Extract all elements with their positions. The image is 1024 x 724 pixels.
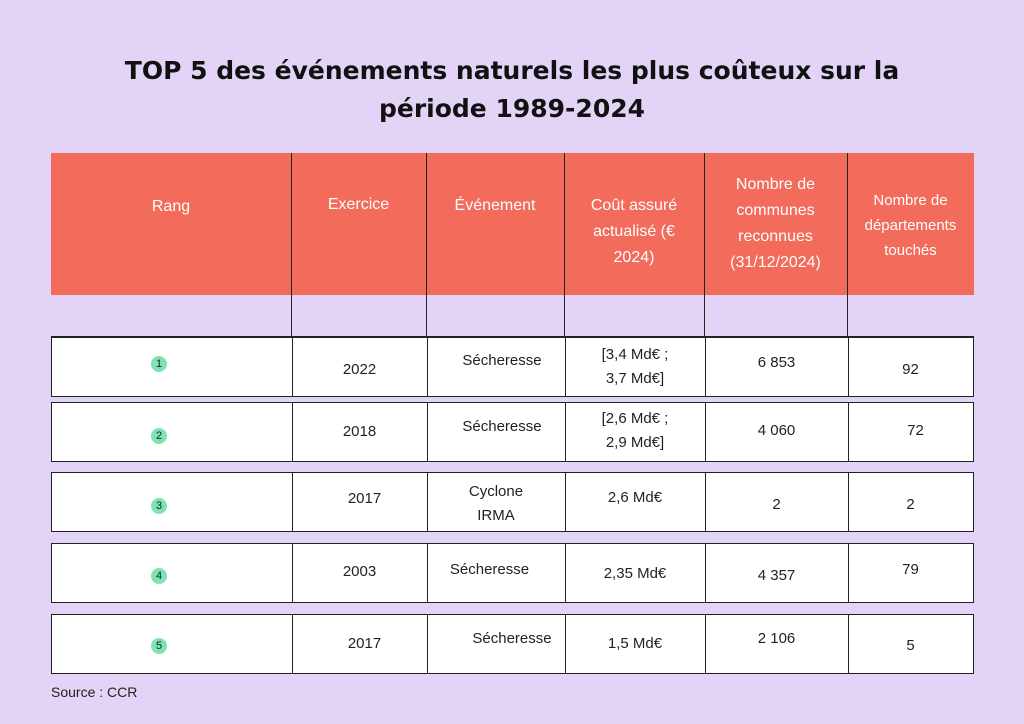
- header-exercice: Exercice: [327, 196, 390, 213]
- title-line-2: période 1989-2024: [378, 94, 645, 123]
- header-departements: Nombre de départements touchés: [864, 191, 957, 259]
- cell-departements: 72: [907, 422, 924, 439]
- header-communes: Nombre de communes reconnues (31/12/2024…: [730, 176, 821, 271]
- cell-exercice: 2018: [342, 423, 377, 440]
- header-evenement: Événement: [454, 197, 536, 214]
- cell-evenement: Sécheresse: [462, 352, 542, 369]
- cell-evenement: Sécheresse: [449, 561, 530, 578]
- cell-evenement: Cyclone IRMA: [468, 483, 524, 524]
- grid-line: [704, 153, 705, 337]
- cell-exercice: 2017: [347, 635, 382, 652]
- page-title: TOP 5 des événements naturels les plus c…: [0, 52, 1024, 128]
- cell-departements: 92: [902, 361, 919, 378]
- grid-line: [426, 153, 427, 337]
- cell-communes: 2 106: [757, 630, 796, 647]
- title-line-1: TOP 5 des événements naturels les plus c…: [124, 56, 900, 85]
- rank-badge: 3: [151, 498, 167, 514]
- cell-exercice: 2003: [342, 563, 377, 580]
- cell-cout: 2,35 Md€: [603, 565, 667, 582]
- cell-cout: 2,6 Md€: [607, 489, 663, 506]
- cell-communes: 2: [772, 496, 781, 513]
- cell-evenement: Sécheresse: [472, 630, 552, 647]
- spacer-divider: [51, 336, 974, 337]
- table-header: Rang Exercice Événement Coût assuré actu…: [51, 153, 974, 295]
- grid-line: [564, 153, 565, 337]
- cell-communes: 6 853: [757, 354, 796, 371]
- rank-badge: 4: [151, 568, 167, 584]
- header-rang: Rang: [151, 198, 191, 215]
- rank-badge: 1: [151, 356, 167, 372]
- table-row: 4 2003 Sécheresse 2,35 Md€ 4 357 79: [51, 543, 974, 603]
- header-cout: Coût assuré actualisé (€ 2024): [590, 196, 678, 266]
- cell-exercice: 2017: [347, 490, 382, 507]
- cell-exercice: 2022: [342, 361, 377, 378]
- table-row: 5 2017 Sécheresse 1,5 Md€ 2 106 5: [51, 614, 974, 674]
- cell-evenement: Sécheresse: [462, 418, 542, 435]
- cell-departements: 79: [902, 561, 919, 578]
- table-row: 2 2018 Sécheresse [2,6 Md€ ; 2,9 Md€] 4 0…: [51, 402, 974, 462]
- cell-departements: 2: [906, 496, 915, 513]
- table-row: 3 2017 Cyclone IRMA 2,6 Md€ 2 2: [51, 472, 974, 532]
- cell-cout: [3,4 Md€ ; 3,7 Md€]: [601, 346, 669, 387]
- table-row: 1 2022 Sécheresse [3,4 Md€ ; 3,7 Md€] 6 8…: [51, 337, 974, 397]
- rank-badge: 2: [151, 428, 167, 444]
- cell-cout: 1,5 Md€: [607, 635, 663, 652]
- cell-communes: 4 060: [757, 422, 796, 439]
- cell-cout: [2,6 Md€ ; 2,9 Md€]: [601, 410, 669, 451]
- cell-departements: 5: [906, 637, 915, 654]
- rank-badge: 5: [151, 638, 167, 654]
- cell-communes: 4 357: [757, 567, 796, 584]
- source-note: Source : CCR: [51, 684, 138, 700]
- grid-line: [847, 153, 848, 337]
- grid-line: [291, 153, 292, 337]
